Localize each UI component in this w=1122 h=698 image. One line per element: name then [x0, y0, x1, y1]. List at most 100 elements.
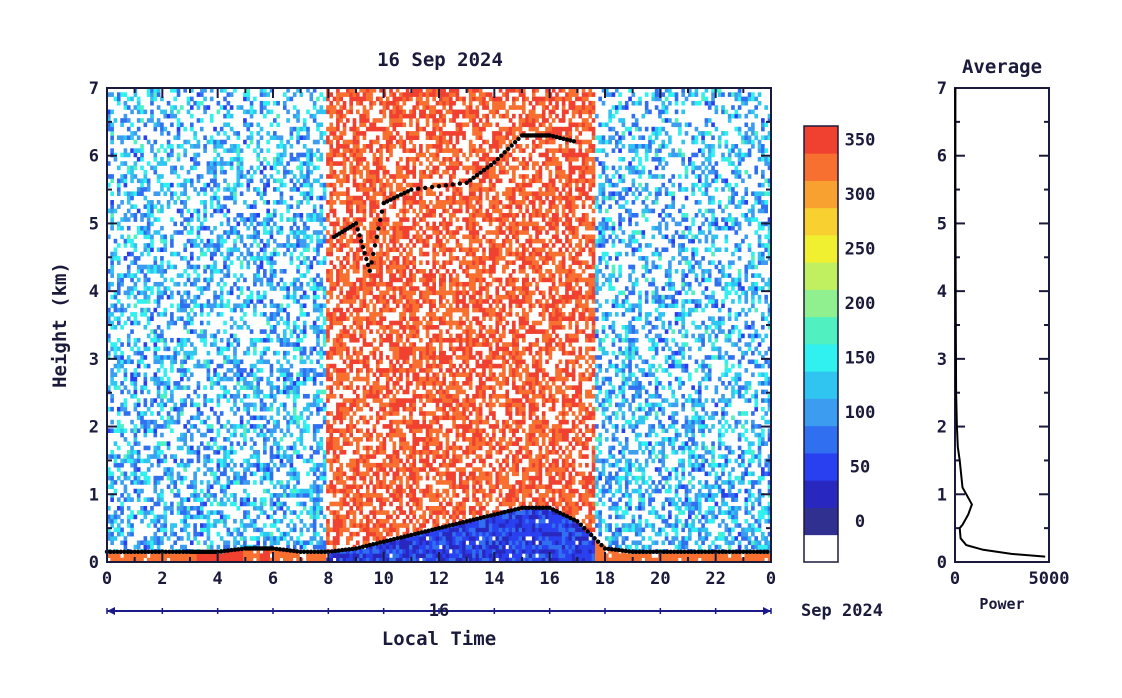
heatmap-cell: [286, 523, 290, 528]
heatmap-cell: [409, 415, 413, 421]
heatmap-cell: [126, 505, 131, 511]
heatmap-cell: [346, 273, 350, 278]
heatmap-cell: [326, 445, 330, 451]
heatmap-cell: [133, 381, 138, 386]
heatmap-cell: [180, 544, 184, 550]
heatmap-cell: [326, 437, 330, 442]
heatmap-cell: [163, 286, 168, 291]
heatmap-cell: [405, 523, 410, 528]
heatmap-cell: [339, 299, 344, 304]
heatmap-cell: [206, 536, 211, 541]
heatmap-cell: [176, 510, 181, 515]
heatmap-cell: [336, 316, 340, 321]
heatmap-cell: [256, 415, 261, 421]
heatmap-cell: [233, 346, 237, 352]
heatmap-cell: [302, 273, 307, 278]
heatmap-cell: [253, 406, 257, 412]
heatmap-cell: [352, 458, 357, 464]
heatmap-cell: [312, 497, 317, 502]
heatmap-cell: [405, 182, 410, 188]
heatmap-cell: [110, 325, 114, 330]
heatmap-cell: [229, 441, 234, 446]
heatmap-cell: [399, 385, 403, 390]
heatmap-cell: [382, 131, 387, 136]
heatmap-cell: [253, 346, 257, 352]
heatmap-cell: [379, 510, 383, 515]
heatmap-cell: [309, 113, 314, 119]
heatmap-cell: [316, 510, 320, 515]
heatmap-cell: [392, 355, 397, 360]
heatmap-cell: [120, 161, 124, 166]
heatmap-cell: [176, 493, 181, 498]
heatmap-cell: [326, 273, 330, 278]
heatmap-cell: [375, 174, 380, 179]
heatmap-cell: [107, 161, 111, 166]
heatmap-cell: [369, 415, 373, 421]
heatmap-cell: [359, 475, 363, 481]
heatmap-cell: [395, 105, 400, 110]
heatmap-cell: [236, 325, 241, 330]
heatmap-cell: [402, 195, 407, 201]
heatmap-cell: [395, 88, 400, 93]
heatmap-cell: [339, 527, 344, 533]
heatmap-cell: [113, 238, 118, 244]
heatmap-cell: [339, 135, 344, 141]
heatmap-cell: [233, 355, 237, 360]
heatmap-cell: [136, 540, 141, 546]
heatmap-cell: [246, 458, 251, 464]
heatmap-cell: [329, 316, 334, 321]
heatmap-cell: [206, 531, 211, 537]
heatmap-cell: [113, 346, 118, 352]
heatmap-cell: [166, 131, 171, 136]
heatmap-cell: [193, 531, 197, 537]
heatmap-cell: [259, 178, 264, 184]
heatmap-cell: [282, 484, 287, 490]
heatmap-cell: [253, 225, 257, 231]
heatmap-cell: [359, 368, 363, 373]
heatmap-cell: [233, 393, 237, 399]
heatmap-cell: [263, 437, 267, 442]
heatmap-cell: [203, 454, 207, 459]
heatmap-cell: [342, 113, 347, 119]
heatmap-cell: [332, 243, 337, 248]
heatmap-cell: [349, 204, 353, 209]
heatmap-cell: [365, 96, 370, 102]
heatmap-cell: [176, 273, 181, 278]
heatmap-cell: [339, 553, 344, 558]
heatmap-cell: [199, 501, 204, 507]
heatmap-cell: [399, 419, 403, 425]
heatmap-cell: [213, 437, 217, 442]
heatmap-cell: [136, 346, 141, 352]
heatmap-cell: [409, 428, 413, 434]
heatmap-cell: [309, 454, 314, 459]
heatmap-cell: [379, 337, 383, 343]
heatmap-cell: [273, 135, 277, 141]
heatmap-cell: [116, 454, 121, 459]
heatmap-cell: [296, 333, 300, 339]
heatmap-cell: [263, 230, 267, 235]
heatmap-cell: [110, 381, 114, 386]
heatmap-cell: [302, 368, 307, 373]
heatmap-cell: [256, 212, 261, 218]
heatmap-cell: [110, 497, 114, 502]
heatmap-cell: [226, 553, 231, 558]
heatmap-cell: [249, 178, 254, 184]
heatmap-cell: [160, 406, 164, 412]
heatmap-cell: [339, 514, 344, 520]
heatmap-cell: [269, 329, 274, 334]
heatmap-cell: [306, 200, 310, 205]
heatmap-cell: [110, 225, 114, 231]
heatmap-cell: [356, 553, 360, 558]
heatmap-cell: [346, 536, 350, 541]
heatmap-cell: [306, 88, 310, 93]
heatmap-cell: [289, 557, 294, 563]
heatmap-cell: [126, 290, 131, 296]
heatmap-cell: [150, 221, 154, 227]
heatmap-cell: [375, 320, 380, 326]
heatmap-cell: [253, 454, 257, 459]
heatmap-cell: [329, 462, 334, 468]
heatmap-cell: [219, 139, 224, 145]
heatmap-cell: [289, 260, 294, 265]
heatmap-cell: [362, 549, 367, 554]
heatmap-cell: [349, 398, 353, 403]
